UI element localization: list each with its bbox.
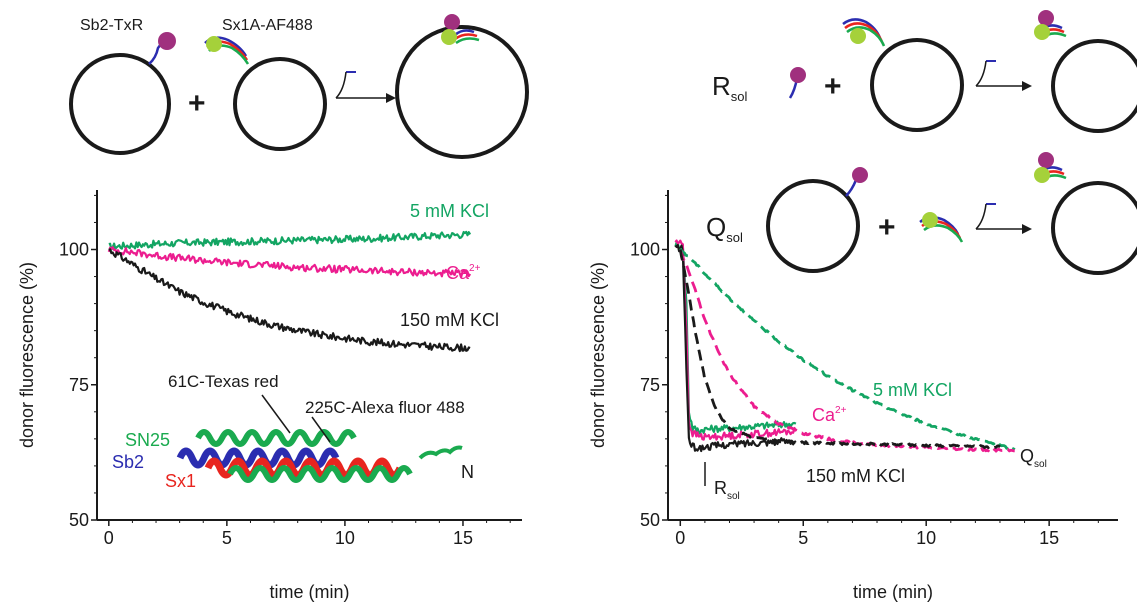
right-y-tick-label: 75 [640, 375, 660, 395]
right-y-axis-label: donor fluorescence (%) [588, 262, 608, 448]
vesicle-sb2 [69, 53, 171, 155]
right-x-tick-label: 5 [798, 528, 808, 548]
label-left-5mm-kcl: 5 mM KCl [410, 201, 489, 221]
label-right-ca: Ca2+ [812, 405, 847, 425]
label-right-5mm-kcl: 5 mM KCl [873, 380, 952, 400]
fused-complex-icon [441, 14, 480, 45]
right-series-kcl150-dashed [678, 249, 1001, 450]
fused-complex-icon-r [1034, 10, 1067, 40]
left-y-tick-label: 50 [69, 510, 89, 530]
label-r-sol: Rsol [712, 71, 748, 104]
sx1a-complex-icon [204, 36, 250, 65]
right-y-tick-label: 50 [640, 510, 660, 530]
fused-vesicle [395, 25, 529, 159]
left-y-axis-label: donor fluorescence (%) [17, 262, 37, 448]
plus-sign-1: + [188, 87, 206, 120]
left-series-kcl150-solid [108, 248, 471, 353]
right-x-axis-label: time (min) [853, 582, 933, 602]
helix-sb2 [176, 447, 340, 469]
right-y-tick-label: 100 [630, 240, 660, 260]
chart-right-axes: 0 5 10 15 50 75 100 time (min) donor fluorescenc… [588, 190, 1118, 602]
left-y-tick-label: 75 [69, 375, 89, 395]
label-sb2: Sb2 [112, 452, 144, 472]
label-225c-alexa: 225C-Alexa fluor 488 [305, 398, 465, 417]
label-sb2-txr: Sb2-TxR [80, 17, 143, 34]
snare-complex-structure [176, 394, 463, 483]
label-q-sol: Qsol [706, 212, 743, 245]
schematic-right: Rsol + Qsol + [706, 10, 1137, 275]
chart-right-series [674, 239, 1016, 453]
vesicle-fused-q [1051, 181, 1137, 275]
label-right-150mm-kcl: 150 mM KCl [806, 466, 905, 486]
right-series-kcl5-solid [674, 241, 797, 435]
helix-sn25-b [227, 465, 413, 483]
left-x-tick-label: 0 [104, 528, 114, 548]
left-x-tick-label: 10 [335, 528, 355, 548]
vesicle-r-q [766, 179, 860, 273]
vesicle-fused-r [1051, 39, 1137, 133]
left-series-kcl5-solid [108, 230, 472, 251]
fused-complex-icon-q [1034, 152, 1067, 183]
vesicle-sx1a [233, 57, 327, 151]
chart-right: 0 5 10 15 50 75 100 time (min) donor fluorescenc… [588, 190, 1118, 602]
right-series-kcl5-dashed [679, 247, 1016, 452]
label-r-sol-trace: Rsol [714, 478, 740, 502]
right-series-kcl150-solid [674, 244, 797, 453]
label-sn25: SN25 [125, 430, 170, 450]
left-x-axis-label: time (min) [270, 582, 350, 602]
r-sol-dye [790, 67, 806, 83]
left-y-tick-label: 100 [59, 240, 89, 260]
label-n-terminus: N [461, 462, 474, 482]
left-series-ca-solid [107, 246, 472, 279]
label-61c-texas-red: 61C-Texas red [168, 372, 279, 391]
right-x-tick-label: 0 [675, 528, 685, 548]
plus-sign-r: + [824, 70, 842, 103]
chart-left-axes: 0 5 10 15 50 75 100 time (min) donor fluorescenc… [17, 190, 522, 602]
q-complex-icon-r [842, 18, 886, 47]
sb2-strand [148, 39, 165, 65]
label-sx1a-af488: Sx1A-AF488 [222, 17, 313, 34]
plus-sign-q: + [878, 211, 896, 244]
right-series-ca-solid [674, 239, 797, 441]
chart-left: 0 5 10 15 50 75 100 time (min) donor fluorescenc… [17, 190, 522, 602]
right-series-ca-dashed [678, 249, 1015, 453]
pointer-texas-red [261, 394, 291, 434]
label-q-sol-trace: Qsol [1020, 446, 1047, 470]
pointer-alexa [311, 416, 331, 443]
q-sol-complex-icon [919, 212, 964, 243]
right-x-tick-label: 15 [1039, 528, 1059, 548]
schematic-left: Sb2-TxR + Sx1A-AF488 [69, 14, 529, 159]
arrow-fusion-left [335, 71, 396, 103]
vesicle-q-r [870, 38, 964, 132]
helix-sn25-a [195, 429, 357, 447]
label-left-150mm-kcl: 150 mM KCl [400, 310, 499, 330]
label-left-ca: Ca2+ [446, 263, 481, 283]
helix-tail [418, 445, 463, 460]
arrow-fusion-r [975, 60, 1032, 91]
label-sx1: Sx1 [165, 471, 196, 491]
left-x-tick-label: 15 [453, 528, 473, 548]
left-x-tick-label: 5 [222, 528, 232, 548]
right-x-tick-label: 10 [916, 528, 936, 548]
chart-left-series [107, 230, 472, 353]
q-row-dye [852, 167, 868, 183]
arrow-fusion-q [975, 203, 1032, 234]
texas-red-dye [158, 32, 176, 50]
